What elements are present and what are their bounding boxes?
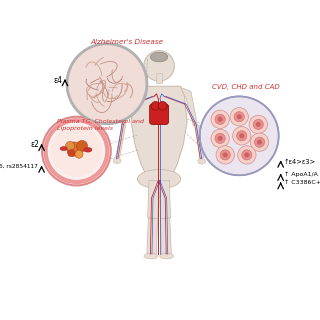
Ellipse shape <box>84 148 92 152</box>
Circle shape <box>68 44 146 123</box>
Circle shape <box>233 127 251 145</box>
Text: ↑ ApoA1/A: ↑ ApoA1/A <box>284 172 317 177</box>
Text: ↑ C3386C+: ↑ C3386C+ <box>284 180 320 185</box>
Text: ε2: ε2 <box>30 140 39 149</box>
Polygon shape <box>116 124 125 157</box>
Circle shape <box>238 146 256 164</box>
Circle shape <box>66 43 148 124</box>
Circle shape <box>200 96 279 175</box>
Ellipse shape <box>60 147 67 151</box>
Text: CVD, CHD and CAD: CVD, CHD and CAD <box>212 84 279 90</box>
Circle shape <box>211 110 229 128</box>
Circle shape <box>76 140 88 152</box>
Ellipse shape <box>113 158 121 164</box>
Text: Plasma TG, Cholesterol and
Lipoprotein levels: Plasma TG, Cholesterol and Lipoprotein l… <box>57 119 144 131</box>
Circle shape <box>256 122 261 127</box>
Ellipse shape <box>144 253 158 259</box>
Circle shape <box>201 98 277 174</box>
Ellipse shape <box>138 170 181 188</box>
Circle shape <box>51 125 102 177</box>
Polygon shape <box>161 218 171 254</box>
Circle shape <box>144 51 174 81</box>
Circle shape <box>68 149 75 157</box>
Circle shape <box>67 142 81 156</box>
Polygon shape <box>131 86 187 180</box>
Circle shape <box>218 117 223 122</box>
Circle shape <box>242 150 252 160</box>
Circle shape <box>254 137 265 147</box>
Polygon shape <box>159 180 171 219</box>
Circle shape <box>211 129 229 148</box>
Circle shape <box>253 119 263 130</box>
Ellipse shape <box>198 158 205 164</box>
Circle shape <box>239 133 244 138</box>
Circle shape <box>215 114 225 124</box>
Circle shape <box>257 140 262 145</box>
Text: Alzheimer's Disease: Alzheimer's Disease <box>91 39 164 45</box>
Polygon shape <box>147 218 157 254</box>
Circle shape <box>158 101 167 110</box>
FancyBboxPatch shape <box>150 104 169 124</box>
Circle shape <box>215 133 225 143</box>
Circle shape <box>237 131 247 141</box>
Circle shape <box>244 152 249 157</box>
Polygon shape <box>196 124 204 159</box>
Circle shape <box>216 146 234 164</box>
Circle shape <box>218 136 223 141</box>
Polygon shape <box>148 180 159 219</box>
Circle shape <box>75 150 83 158</box>
Text: δ, rs2854117: δ, rs2854117 <box>0 164 38 169</box>
Text: ↑ε4>ε3>: ↑ε4>ε3> <box>284 158 316 164</box>
Circle shape <box>251 133 269 151</box>
Bar <box>156 73 162 83</box>
Circle shape <box>237 114 242 119</box>
Polygon shape <box>121 87 138 126</box>
Text: ε4: ε4 <box>53 76 62 84</box>
Circle shape <box>220 150 230 160</box>
Circle shape <box>66 141 75 151</box>
Circle shape <box>223 152 228 157</box>
Circle shape <box>249 115 268 133</box>
Circle shape <box>234 112 244 122</box>
Circle shape <box>230 108 248 126</box>
Ellipse shape <box>150 52 168 62</box>
Polygon shape <box>181 87 197 126</box>
Ellipse shape <box>160 253 174 259</box>
Circle shape <box>151 101 160 110</box>
Circle shape <box>42 117 111 185</box>
